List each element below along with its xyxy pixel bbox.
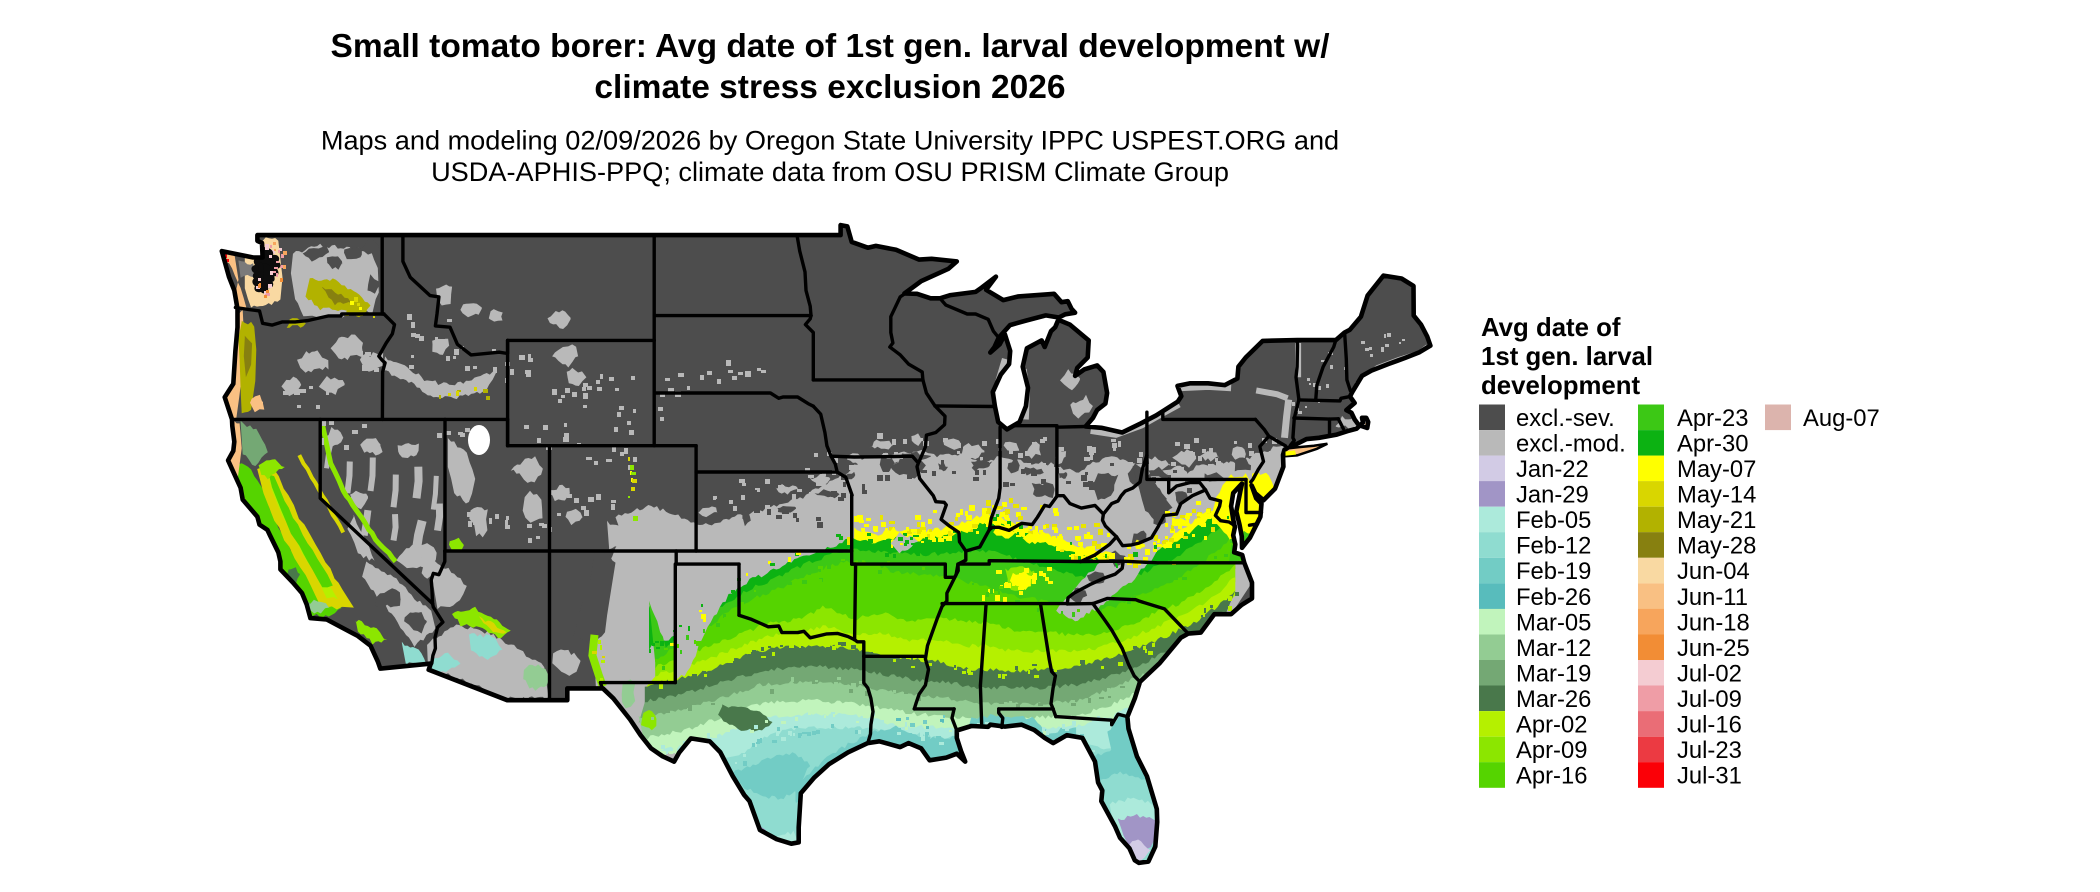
svg-text:Jul-16: Jul-16 — [1677, 712, 1742, 739]
svg-text:Mar-19: Mar-19 — [1516, 660, 1591, 687]
svg-text:excl.-sev.: excl.-sev. — [1516, 405, 1615, 432]
svg-text:Feb-26: Feb-26 — [1516, 584, 1591, 611]
svg-text:USDA-APHIS-PPQ; climate data f: USDA-APHIS-PPQ; climate data from OSU PR… — [431, 156, 1229, 187]
svg-text:Apr-09: Apr-09 — [1516, 737, 1587, 764]
svg-text:May-28: May-28 — [1677, 533, 1756, 560]
svg-text:Jan-22: Jan-22 — [1516, 456, 1589, 483]
svg-text:excl.-mod.: excl.-mod. — [1516, 430, 1626, 457]
svg-text:May-14: May-14 — [1677, 482, 1756, 509]
svg-text:Feb-12: Feb-12 — [1516, 533, 1591, 560]
svg-text:Mar-26: Mar-26 — [1516, 686, 1591, 713]
svg-text:Mar-05: Mar-05 — [1516, 609, 1591, 636]
svg-text:Apr-02: Apr-02 — [1516, 712, 1587, 739]
svg-text:Jun-25: Jun-25 — [1677, 635, 1750, 662]
svg-text:Jun-04: Jun-04 — [1677, 558, 1750, 585]
svg-text:Maps and modeling 02/09/2026 b: Maps and modeling 02/09/2026 by Oregon S… — [321, 125, 1339, 156]
svg-text:Apr-23: Apr-23 — [1677, 405, 1748, 432]
svg-text:Apr-16: Apr-16 — [1516, 763, 1587, 790]
svg-text:May-21: May-21 — [1677, 507, 1756, 534]
svg-text:Jul-31: Jul-31 — [1677, 763, 1742, 790]
svg-text:Avg date of: Avg date of — [1481, 314, 1621, 342]
svg-text:Jan-29: Jan-29 — [1516, 482, 1589, 509]
svg-text:development: development — [1481, 372, 1641, 400]
svg-text:May-07: May-07 — [1677, 456, 1756, 483]
svg-text:Jul-09: Jul-09 — [1677, 686, 1742, 713]
svg-text:1st gen. larval: 1st gen. larval — [1481, 343, 1653, 371]
svg-text:Small tomato borer: Avg date o: Small tomato borer: Avg date of 1st gen.… — [330, 28, 1329, 65]
svg-text:Feb-19: Feb-19 — [1516, 558, 1591, 585]
svg-text:Jun-18: Jun-18 — [1677, 609, 1750, 636]
svg-text:Mar-12: Mar-12 — [1516, 635, 1591, 662]
svg-text:Feb-05: Feb-05 — [1516, 507, 1591, 534]
svg-text:Apr-30: Apr-30 — [1677, 430, 1748, 457]
svg-text:Jul-23: Jul-23 — [1677, 737, 1742, 764]
svg-text:climate stress exclusion 2026: climate stress exclusion 2026 — [594, 69, 1065, 106]
svg-text:Jun-11: Jun-11 — [1677, 584, 1748, 611]
svg-text:Aug-07: Aug-07 — [1803, 405, 1880, 432]
svg-text:Jul-02: Jul-02 — [1677, 660, 1742, 687]
